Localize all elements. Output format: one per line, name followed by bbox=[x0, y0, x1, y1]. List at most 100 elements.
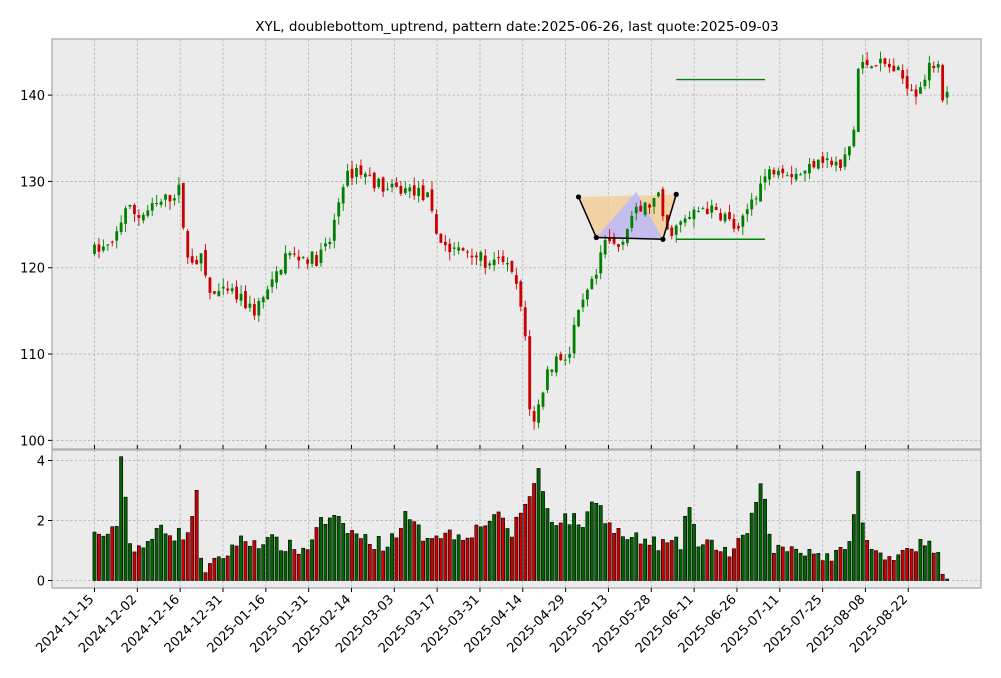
candle-body bbox=[386, 188, 389, 190]
candle-body bbox=[501, 256, 505, 263]
candle-body bbox=[417, 187, 421, 197]
volume-bar bbox=[212, 557, 217, 581]
volume-bar bbox=[132, 551, 137, 581]
volume-bar bbox=[283, 551, 288, 581]
volume-bar bbox=[891, 560, 896, 581]
volume-bar bbox=[634, 532, 639, 581]
pattern-point bbox=[593, 234, 599, 241]
volume-bar bbox=[776, 544, 781, 581]
candle-body bbox=[785, 175, 789, 177]
price-tick-label: 110 bbox=[20, 348, 45, 363]
volume-bar bbox=[825, 553, 830, 581]
volume-bar bbox=[483, 525, 488, 581]
candle-body bbox=[399, 186, 403, 194]
volume-bar bbox=[234, 545, 239, 581]
candle-body bbox=[639, 205, 643, 212]
candle-body bbox=[821, 156, 825, 163]
candle-body bbox=[492, 259, 496, 266]
candle-body bbox=[506, 262, 509, 265]
volume-bar bbox=[394, 537, 399, 581]
volume-bar bbox=[643, 538, 648, 581]
price-panel bbox=[51, 38, 982, 450]
volume-bar bbox=[487, 520, 492, 581]
candle-body bbox=[279, 269, 283, 275]
candle-body bbox=[284, 253, 287, 274]
candle-body bbox=[350, 168, 354, 179]
candle-body bbox=[843, 154, 847, 167]
volume-bar bbox=[412, 521, 417, 581]
candle-body bbox=[359, 165, 363, 175]
volume-bar bbox=[940, 573, 945, 581]
candle-body bbox=[714, 206, 718, 211]
candle-body bbox=[523, 307, 527, 337]
candle-body bbox=[439, 233, 443, 243]
candle-body bbox=[315, 255, 318, 266]
volume-bar bbox=[705, 539, 710, 581]
volume-bar bbox=[216, 556, 221, 581]
candle-body bbox=[159, 201, 163, 205]
candle-body bbox=[608, 237, 612, 242]
candle-body bbox=[474, 255, 478, 258]
volume-bar bbox=[652, 536, 656, 581]
candle-body bbox=[692, 209, 696, 220]
candle-body bbox=[745, 209, 749, 215]
candle-body bbox=[590, 278, 594, 290]
candle-body bbox=[887, 63, 891, 68]
candle-body bbox=[901, 70, 905, 79]
candle-body bbox=[133, 204, 136, 215]
candle-body bbox=[403, 188, 407, 194]
candle-body bbox=[830, 160, 834, 165]
volume-bar bbox=[332, 515, 337, 581]
volume-bar bbox=[239, 535, 243, 581]
candle-body bbox=[514, 275, 518, 284]
candle-body bbox=[736, 226, 740, 229]
candle-body bbox=[741, 215, 745, 227]
candle-body bbox=[430, 189, 434, 211]
volume-bar bbox=[194, 490, 199, 581]
candle-body bbox=[106, 244, 110, 246]
candle-body bbox=[701, 208, 705, 210]
volume-bar bbox=[798, 552, 803, 581]
volume-bar bbox=[430, 538, 434, 581]
volume-bar bbox=[772, 552, 776, 581]
volume-bar bbox=[838, 547, 843, 581]
volume-bar bbox=[527, 496, 532, 581]
volume-bar bbox=[616, 527, 621, 581]
volume-bar bbox=[403, 511, 408, 581]
volume-bar bbox=[860, 522, 865, 581]
candle-body bbox=[248, 303, 252, 308]
volume-bar bbox=[558, 522, 563, 581]
volume-tick-label: 0 bbox=[37, 575, 45, 590]
candle-body bbox=[146, 210, 150, 216]
volume-bar bbox=[709, 539, 714, 581]
candle-body bbox=[763, 176, 767, 183]
candle-body bbox=[217, 291, 221, 297]
volume-bar bbox=[816, 553, 821, 581]
volume-bar bbox=[589, 501, 594, 581]
candle-body bbox=[563, 359, 567, 361]
candle-body bbox=[257, 300, 261, 316]
candle-body bbox=[848, 146, 851, 156]
volume-bar bbox=[474, 524, 479, 581]
volume-bar bbox=[359, 538, 363, 581]
candle-body bbox=[341, 187, 345, 204]
volume-bar bbox=[514, 516, 519, 581]
candle-body bbox=[479, 252, 483, 261]
candle-body bbox=[177, 184, 181, 196]
price-tick-label: 120 bbox=[20, 262, 45, 277]
volume-bar bbox=[376, 535, 381, 581]
candle-body bbox=[155, 202, 159, 204]
volume-bar bbox=[145, 541, 150, 581]
volume-bar bbox=[856, 471, 861, 581]
volume-bar bbox=[945, 578, 949, 581]
volume-bar bbox=[931, 552, 936, 581]
candle-body bbox=[790, 174, 794, 178]
candle-body bbox=[275, 271, 278, 283]
volume-bar bbox=[310, 539, 314, 581]
candle-body bbox=[452, 247, 456, 249]
candle-body bbox=[674, 225, 678, 235]
volume-bar bbox=[434, 535, 439, 581]
volume-bar bbox=[683, 515, 687, 581]
volume-bar bbox=[270, 534, 275, 581]
volume-bar bbox=[354, 533, 359, 581]
